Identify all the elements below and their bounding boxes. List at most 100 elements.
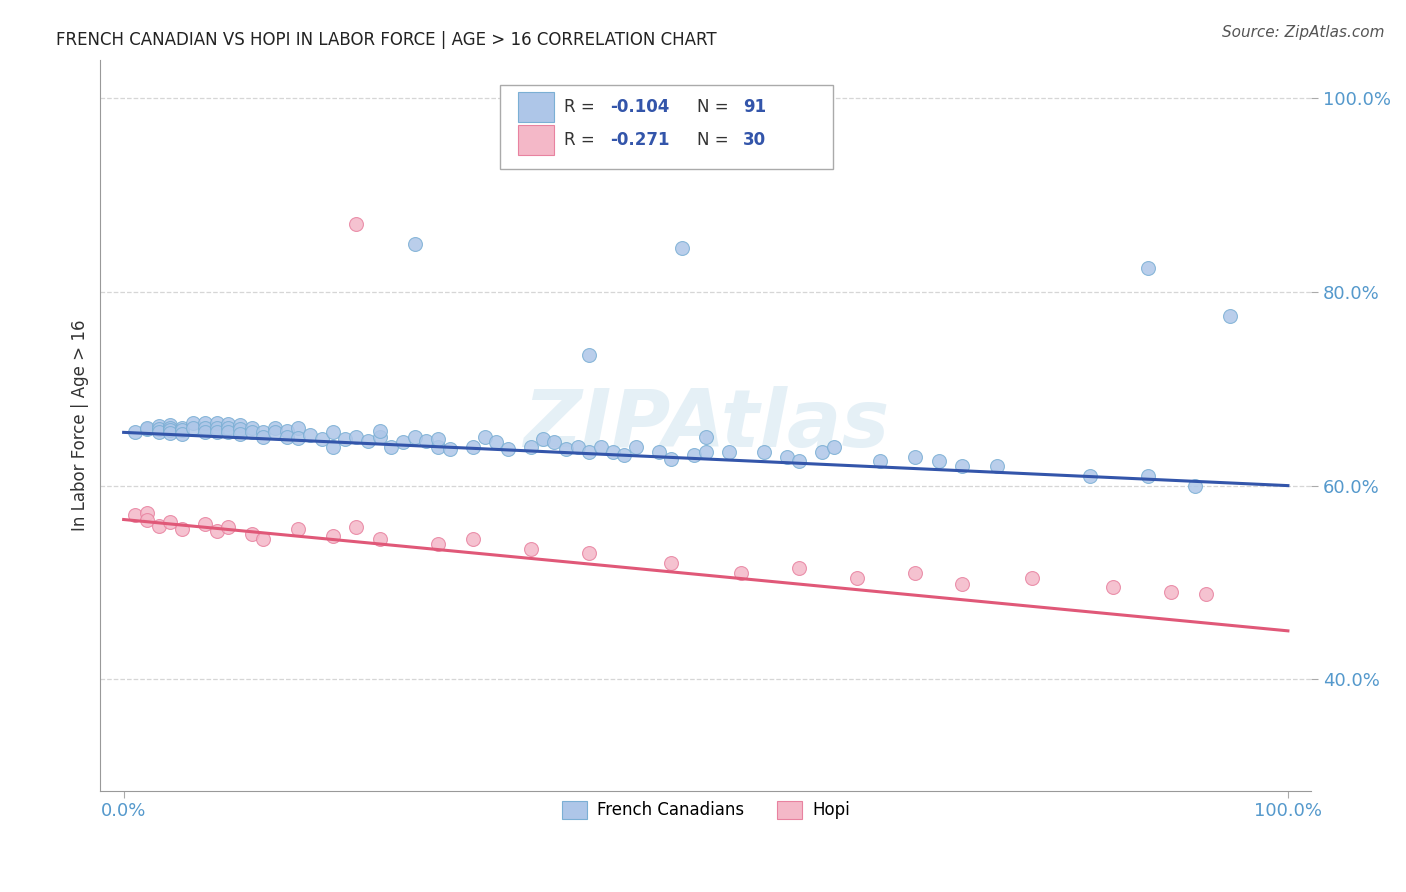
- Point: [787, 454, 810, 468]
- Point: [787, 561, 810, 575]
- Point: [368, 430, 391, 444]
- Point: [124, 508, 146, 522]
- Point: [869, 454, 891, 468]
- Point: [578, 444, 600, 458]
- Text: 30: 30: [744, 131, 766, 149]
- Point: [333, 432, 356, 446]
- Point: [159, 424, 181, 438]
- Point: [950, 459, 973, 474]
- Point: [439, 442, 461, 456]
- Point: [135, 422, 157, 436]
- Point: [240, 420, 263, 434]
- Text: R =: R =: [564, 98, 600, 116]
- Point: [392, 435, 415, 450]
- Point: [368, 425, 391, 439]
- Point: [427, 537, 450, 551]
- Point: [276, 425, 298, 439]
- Point: [1195, 587, 1218, 601]
- Point: [427, 432, 450, 446]
- Point: [823, 440, 845, 454]
- Point: [613, 448, 636, 462]
- Point: [427, 440, 450, 454]
- Point: [928, 454, 950, 468]
- Point: [1184, 478, 1206, 492]
- Point: [1021, 571, 1043, 585]
- Point: [531, 432, 554, 446]
- Point: [287, 420, 309, 434]
- Point: [194, 517, 217, 532]
- Point: [357, 434, 380, 448]
- Point: [659, 556, 682, 570]
- Point: [543, 435, 565, 450]
- Point: [264, 420, 287, 434]
- Legend: French Canadians, Hopi: French Canadians, Hopi: [555, 794, 856, 826]
- Point: [659, 451, 682, 466]
- Point: [520, 440, 543, 454]
- Point: [683, 448, 706, 462]
- Point: [264, 425, 287, 440]
- Point: [1137, 260, 1160, 275]
- Point: [183, 420, 205, 434]
- Point: [346, 520, 368, 534]
- Point: [194, 416, 217, 430]
- Point: [718, 444, 741, 458]
- Point: [346, 217, 368, 231]
- Point: [404, 236, 426, 251]
- Point: [135, 512, 157, 526]
- Point: [950, 577, 973, 591]
- Point: [217, 420, 239, 434]
- Point: [252, 425, 274, 440]
- Point: [170, 522, 193, 536]
- Point: [322, 529, 344, 543]
- Point: [567, 440, 589, 454]
- FancyBboxPatch shape: [501, 85, 832, 169]
- Point: [229, 427, 252, 442]
- Point: [276, 430, 298, 444]
- Point: [904, 566, 927, 580]
- Point: [240, 527, 263, 541]
- Point: [252, 430, 274, 444]
- Point: [148, 425, 170, 440]
- Point: [624, 440, 647, 454]
- Text: ZIPAtlas: ZIPAtlas: [523, 386, 889, 464]
- Point: [148, 519, 170, 533]
- Point: [240, 425, 263, 440]
- Point: [311, 432, 333, 446]
- Point: [1137, 469, 1160, 483]
- Y-axis label: In Labor Force | Age > 16: In Labor Force | Age > 16: [72, 319, 89, 531]
- Text: 91: 91: [744, 98, 766, 116]
- Point: [205, 425, 228, 440]
- Point: [602, 444, 624, 458]
- Point: [252, 532, 274, 546]
- Point: [159, 516, 181, 530]
- Point: [217, 417, 239, 431]
- Point: [183, 416, 205, 430]
- Point: [461, 532, 484, 546]
- Point: [474, 430, 496, 444]
- Point: [589, 440, 612, 454]
- Point: [135, 506, 157, 520]
- Point: [811, 444, 834, 458]
- Point: [1078, 469, 1101, 483]
- Point: [287, 431, 309, 445]
- Point: [648, 444, 671, 458]
- Point: [322, 440, 344, 454]
- Point: [695, 444, 717, 458]
- FancyBboxPatch shape: [517, 126, 554, 154]
- Point: [148, 422, 170, 436]
- Point: [1160, 585, 1182, 599]
- Point: [194, 420, 217, 434]
- Point: [496, 442, 519, 456]
- Point: [578, 348, 600, 362]
- Text: R =: R =: [564, 131, 600, 149]
- Point: [217, 425, 239, 440]
- Point: [904, 450, 927, 464]
- Text: FRENCH CANADIAN VS HOPI IN LABOR FORCE | AGE > 16 CORRELATION CHART: FRENCH CANADIAN VS HOPI IN LABOR FORCE |…: [56, 31, 717, 49]
- Text: Source: ZipAtlas.com: Source: ZipAtlas.com: [1222, 25, 1385, 40]
- Point: [380, 440, 402, 454]
- Point: [404, 430, 426, 444]
- Point: [148, 418, 170, 433]
- Point: [205, 416, 228, 430]
- Point: [578, 546, 600, 560]
- FancyBboxPatch shape: [517, 93, 554, 121]
